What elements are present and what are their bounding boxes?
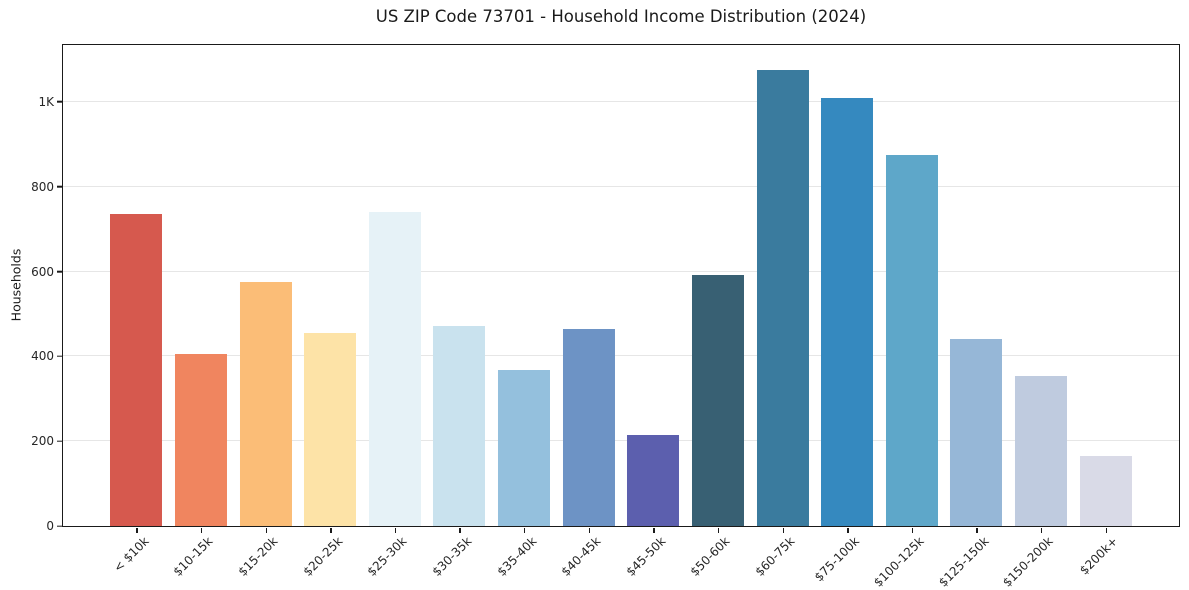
x-tick-label: $100-125k (871, 534, 927, 590)
bar-slot: $125-150k (936, 45, 1009, 590)
bar-slot: $25-30k (363, 45, 428, 579)
y-tick-mark (56, 270, 62, 273)
x-tick-mark (459, 527, 461, 533)
x-tick-mark (976, 527, 978, 533)
bar-$10-15k (174, 353, 227, 526)
bar-slot: < $10k (104, 45, 169, 575)
bar-$125-150k (950, 338, 1003, 526)
x-tick-mark (782, 527, 784, 533)
bars-container: < $10k $10-15k $15-20k $20-25k $25-30k $30-35… (63, 45, 1179, 590)
x-tick-label: $75-100k (811, 534, 863, 585)
bar-slot: $45-50k (621, 45, 686, 579)
bar-slot: $150-200k (1000, 45, 1074, 590)
bar-$75-100k (821, 97, 874, 526)
x-tick-label: $50-60k (687, 534, 733, 579)
y-tick-label: 400 (31, 349, 54, 364)
x-tick-mark (136, 527, 138, 533)
bar-slot: $30-35k (427, 45, 492, 579)
bar-slot: $20-25k (298, 45, 363, 579)
x-tick-label: $40-45k (558, 534, 604, 579)
bar-slot: $10-15k (169, 45, 234, 579)
x-tick-label: $25-30k (364, 534, 410, 579)
y-tick-label: 1K (38, 94, 54, 109)
x-tick-mark (200, 527, 203, 533)
bar-slot: $75-100k (812, 45, 880, 584)
gridline-200 (63, 440, 1179, 442)
bar-slot: $15-20k (233, 45, 298, 579)
x-tick-mark (1041, 527, 1043, 533)
bar-$200k+ (1079, 456, 1132, 526)
bar-slot: $40-45k (556, 45, 621, 579)
bar-$60-75k (756, 69, 809, 526)
gridline-600 (63, 270, 1179, 272)
bar-slot: $35-40k (492, 45, 557, 579)
x-tick-mark (588, 527, 591, 533)
bar-slot: $60-75k (750, 45, 815, 579)
y-tick-mark (56, 185, 62, 188)
x-tick-label: < $10k (110, 534, 152, 575)
x-tick-label: $150-200k (1000, 534, 1056, 590)
y-tick-label: 600 (31, 264, 54, 279)
y-tick-mark (56, 525, 62, 527)
x-tick-label: $60-75k (752, 534, 798, 579)
bar-slot: $100-125k (871, 45, 945, 590)
gridline-800 (63, 185, 1179, 187)
bar-$100-125k (885, 155, 938, 526)
bar-< $10k (110, 213, 163, 526)
x-tick-mark (717, 527, 720, 533)
x-tick-label: $35-40k (494, 534, 539, 579)
bar-$30-35k (433, 325, 486, 526)
bar-$45-50k (627, 435, 680, 526)
bar-$25-30k (368, 211, 421, 526)
y-tick-mark (56, 440, 62, 442)
x-tick-mark (265, 527, 267, 533)
x-tick-mark (1105, 527, 1108, 533)
x-tick-label: $30-35k (429, 534, 475, 579)
gridline-1K (63, 100, 1179, 102)
bar-slot: $200k+ (1073, 45, 1138, 578)
y-tick-label: 0 (46, 519, 54, 533)
x-tick-mark (330, 527, 332, 533)
x-tick-mark (847, 527, 849, 533)
plot-area: 0 200 400 600 800 1K < $10k $10-15k $15-20k $20-… (31, 44, 1180, 590)
x-tick-label: $45-50k (623, 534, 669, 579)
x-tick-mark (524, 527, 526, 533)
x-tick-label: $200k+ (1077, 534, 1121, 578)
x-tick-label: $10-15k (170, 534, 216, 579)
bar-$150-200k (1015, 375, 1068, 526)
bar-$20-25k (304, 332, 357, 526)
x-tick-mark (394, 527, 397, 533)
x-tick-label: $15-20k (235, 534, 281, 579)
x-tick-mark (911, 527, 914, 533)
x-tick-mark (653, 527, 655, 533)
y-tick-mark (56, 355, 62, 358)
y-tick-mark (56, 101, 62, 103)
bar-$15-20k (239, 282, 292, 526)
x-tick-label: $20-25k (300, 534, 346, 579)
bar-$50-60k (691, 275, 744, 526)
x-tick-label: $125-150k (935, 534, 992, 590)
bar-$35-40k (498, 370, 551, 526)
y-axis-label: Households (8, 248, 24, 322)
chart-title: US ZIP Code 73701 - Household Income Dis… (375, 7, 867, 26)
y-tick-label: 800 (31, 179, 54, 194)
y-tick-label: 200 (31, 434, 54, 449)
bar-slot: $50-60k (686, 45, 751, 579)
gridline-400 (63, 355, 1179, 357)
bar-$40-45k (562, 328, 615, 526)
